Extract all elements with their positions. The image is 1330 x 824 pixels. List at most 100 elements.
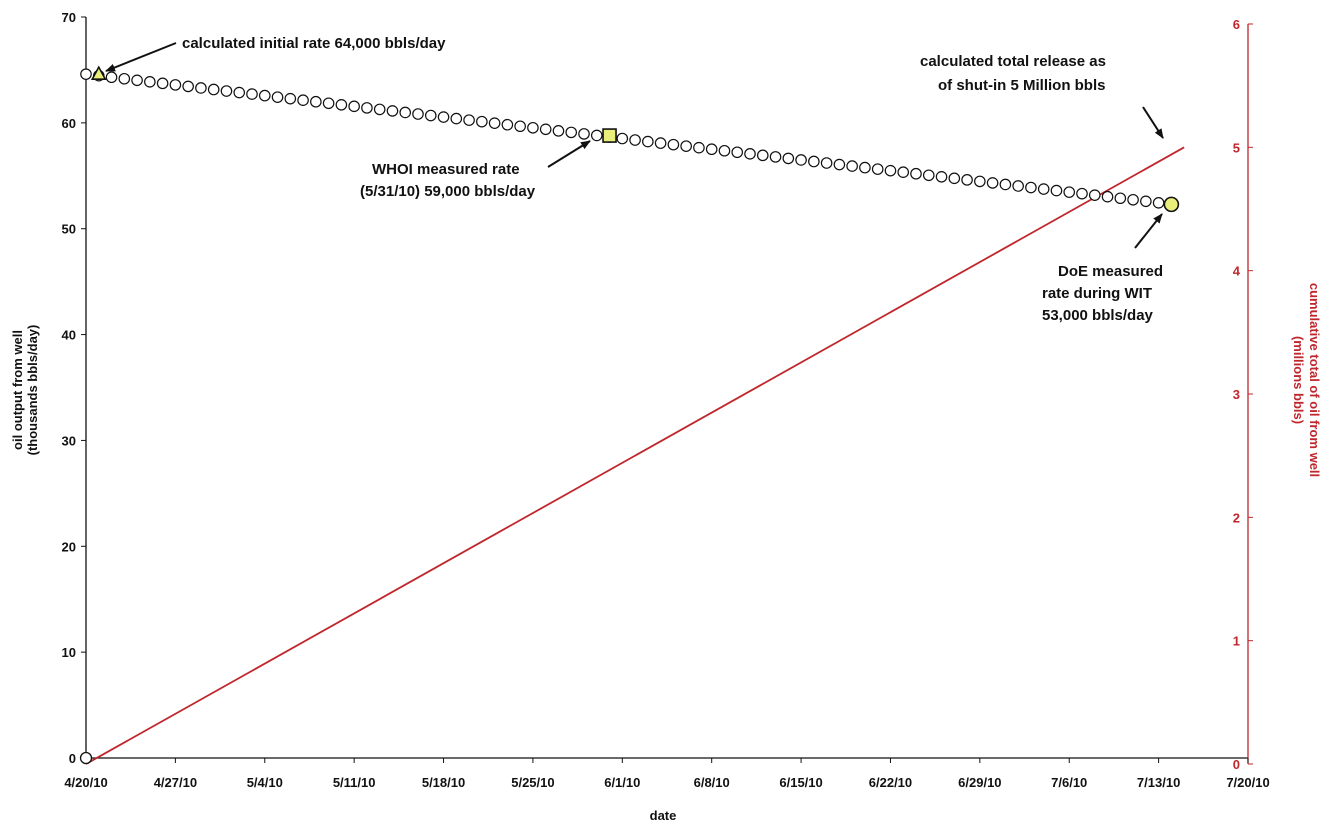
x-tick-label: 6/1/10 [604,775,640,790]
output-point [922,169,935,182]
output-point [629,134,641,146]
y-tick-label: 60 [62,116,76,131]
output-point [1037,183,1050,195]
y-axis-title-line-2: (thousands bbls/day) [25,325,40,456]
x-tick-label: 7/6/10 [1051,775,1087,790]
output-point [335,98,348,111]
output-point [884,164,897,177]
origin-marker [79,751,93,765]
output-point [220,85,233,97]
output-point [361,102,373,114]
output-point [386,105,399,117]
annotation-total-line-1: calculated total release as [920,53,1106,70]
output-point [871,163,884,175]
right-axis-ticks: 0 1 2 3 4 5 6 [1233,17,1253,772]
y2-tick-label: 3 [1233,387,1240,402]
output-point [322,97,335,110]
y-tick-label: 70 [62,10,76,25]
output-point [859,161,871,174]
output-point [1152,197,1165,209]
annotation-doe-line-1: DoE measured [1058,263,1163,280]
y-tick-label: 30 [62,433,76,448]
annotation-total-line-2: of shut-in 5 Million bbls [938,77,1105,94]
output-point [1050,184,1063,197]
output-point [999,178,1012,191]
output-point [437,111,450,123]
x-tick-label: 7/20/10 [1226,775,1269,790]
y2-tick-label: 6 [1233,17,1240,32]
cumulative-line [85,146,1185,765]
output-point [820,157,833,169]
y2-tick-label: 0 [1233,757,1240,772]
output-point [488,117,501,129]
output-point [246,88,258,100]
y2-tick-label: 4 [1233,264,1241,279]
output-point [1012,180,1024,192]
x-tick-label: 6/29/10 [958,775,1001,790]
y-tick-label: 50 [62,222,76,237]
output-point [846,160,858,172]
y-axis-title-line-1: oil output from well [10,330,25,450]
annotation-doe-line-2: rate during WIT [1042,285,1152,302]
output-point [565,126,578,139]
x-tick-label: 5/11/10 [333,775,376,790]
x-tick-label: 6/22/10 [869,775,912,790]
output-point [412,108,424,120]
y2-tick-label: 1 [1233,634,1240,649]
doe-rate-marker [1163,196,1180,213]
output-point [578,128,590,140]
output-point [182,80,194,93]
x-tick-label: 4/27/10 [154,775,197,790]
whoi-rate-marker [602,128,617,143]
output-point [271,91,284,103]
x-tick-label: 6/15/10 [779,775,822,790]
initial-rate-marker [90,65,107,80]
left-axis-ticks: 0 10 20 30 40 50 60 70 [62,10,86,766]
output-point [284,92,297,105]
output-point [705,143,718,156]
output-point [642,135,654,148]
output-point [654,137,667,149]
output-point [616,132,629,145]
output-point [1076,187,1088,200]
x-tick-label: 7/13/10 [1137,775,1180,790]
y-tick-label: 0 [69,751,76,766]
annotation-initial-rate: calculated initial rate 64,000 bbls/day [182,35,446,52]
oil-output-series [80,68,1178,211]
arrow-initial-rate [105,42,177,72]
output-point [348,100,360,113]
output-point [1088,189,1101,201]
output-point [897,166,910,178]
output-point [782,152,795,165]
output-point [297,94,309,107]
output-point [105,71,118,84]
highlight-markers [79,65,1180,765]
output-point [718,144,731,157]
output-point [680,140,692,152]
output-point [539,123,552,136]
output-point [1127,193,1139,206]
output-point [131,74,143,87]
output-point [1101,190,1114,203]
y2-axis-title-line-1: cumulative total of oil from well [1307,283,1322,477]
output-point [986,177,999,189]
output-point [80,68,92,80]
x-tick-label: 4/20/10 [64,775,107,790]
cumulative-series [85,146,1185,765]
output-point [399,106,412,119]
arrow-doe [1134,213,1163,249]
output-point [833,158,846,171]
output-point [744,148,756,160]
output-point [1140,195,1152,208]
y-tick-label: 10 [62,645,76,660]
output-point [501,118,514,131]
y-tick-label: 20 [62,539,76,554]
axes [85,17,1249,764]
output-point [156,77,169,90]
x-tick-label: 6/8/10 [694,775,730,790]
output-point [118,72,131,85]
output-point [1025,181,1037,194]
output-point [590,129,603,142]
x-axis-title: date [650,808,677,823]
